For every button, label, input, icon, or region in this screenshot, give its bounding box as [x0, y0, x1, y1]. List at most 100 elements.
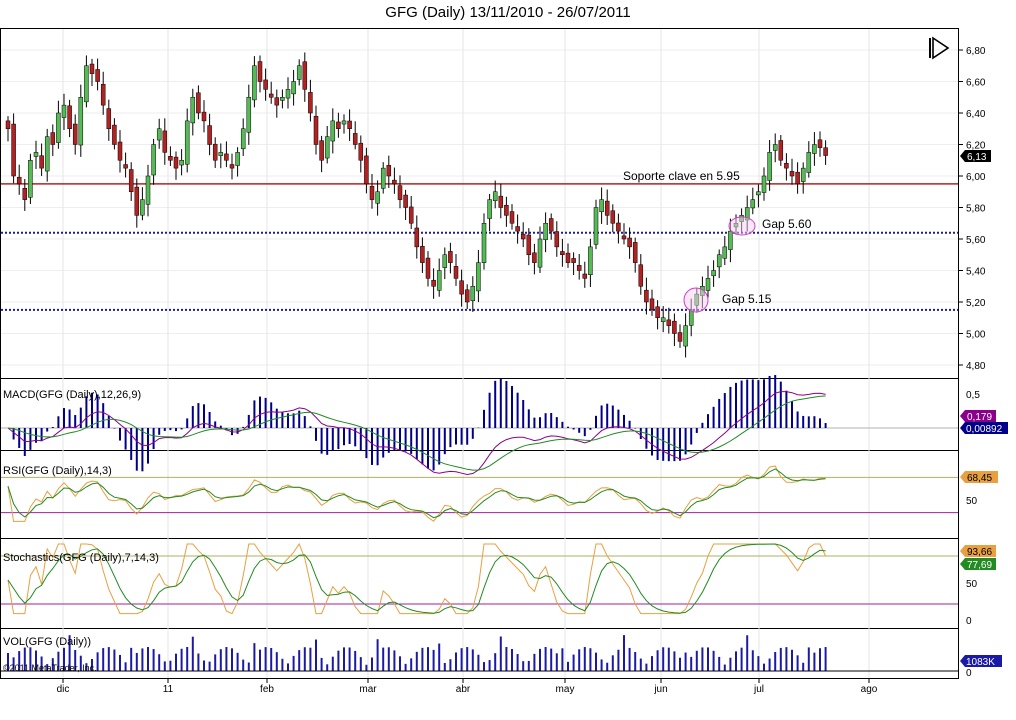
candle-body — [425, 257, 431, 279]
candle-body — [229, 164, 235, 169]
candle-body — [431, 279, 436, 287]
candle-body — [319, 140, 324, 161]
candle-body — [795, 171, 800, 185]
candle-body — [89, 63, 95, 74]
candle-body — [179, 160, 184, 166]
candle-body — [448, 251, 453, 263]
price-tick-label: 6,60 — [966, 78, 986, 89]
candle-body — [420, 245, 425, 263]
stoch-tick-50: 50 — [966, 579, 978, 590]
candle-body — [638, 264, 644, 287]
price-tick-label: 5,00 — [966, 330, 986, 341]
price-tick-label: 6,40 — [966, 109, 986, 120]
date-label: feb — [260, 684, 274, 695]
candle-body — [369, 186, 375, 200]
candle-body — [145, 175, 151, 205]
play-icon[interactable] — [929, 36, 950, 60]
candle-body — [728, 230, 733, 250]
candle-body — [644, 289, 649, 303]
candle-body — [123, 164, 128, 169]
candles — [5, 52, 828, 358]
stoch-k-line — [7, 542, 827, 615]
date-axis: dic 11 feb mar abr may jun jul ago — [57, 678, 878, 695]
stoch-tick-0: 0 — [966, 616, 972, 627]
candle-body — [543, 223, 548, 241]
candle-body — [784, 162, 789, 169]
price-last-badge: 6,13 — [960, 150, 991, 163]
candle-body — [352, 133, 358, 145]
candle-body — [117, 141, 123, 161]
candle-body — [201, 111, 207, 122]
candle-body — [560, 251, 565, 256]
candle-body — [436, 270, 442, 291]
candle-body — [414, 227, 420, 248]
candle-body — [28, 160, 33, 198]
candle-body — [112, 124, 117, 145]
candle-body — [375, 191, 380, 204]
candle-body — [509, 211, 515, 224]
volume-badge: 1083K — [960, 655, 1002, 668]
price-tick-label: 6,20 — [966, 141, 986, 152]
candle-body — [632, 242, 638, 263]
candle-body — [621, 235, 627, 240]
candle-body — [800, 167, 806, 182]
candle-body — [336, 121, 341, 130]
candle-body — [571, 258, 576, 263]
price-tick-label: 6,00 — [966, 172, 986, 183]
candle-body — [280, 97, 285, 101]
macd-label: MACD(GFG (Daily),12,26,9) — [3, 389, 141, 401]
candle-body — [761, 175, 767, 193]
candle-body — [16, 176, 22, 185]
stoch-badge-1: 93,66 — [960, 545, 996, 558]
candle-body — [672, 320, 677, 334]
candle-body — [196, 92, 201, 114]
rsi-signal-line — [7, 468, 826, 519]
svg-text:1083K: 1083K — [966, 657, 995, 668]
candle-body — [212, 143, 218, 161]
macd-signal-line — [7, 395, 826, 471]
candle-body — [705, 278, 711, 291]
price-tick-label: 5,20 — [966, 298, 986, 309]
candle-body — [5, 120, 11, 129]
rsi-line — [7, 465, 826, 522]
price-tick-label: 5,80 — [966, 204, 986, 215]
candle-body — [492, 191, 498, 202]
rsi-pane-frame — [0, 450, 959, 539]
candle-body — [50, 132, 56, 145]
candle-body — [156, 128, 162, 141]
candle-body — [565, 252, 571, 263]
rsi-tick: 50 — [966, 496, 978, 507]
candle-body — [11, 123, 16, 177]
candle-body — [358, 142, 364, 161]
candle-body — [778, 140, 784, 161]
candle-body — [576, 265, 582, 271]
candle-body — [56, 112, 61, 143]
candle-body — [487, 199, 492, 219]
grid — [1, 29, 958, 678]
svg-text:0,00892: 0,00892 — [966, 424, 1003, 435]
candle-body — [95, 69, 100, 82]
candle-body — [520, 233, 526, 240]
candle-body — [750, 199, 756, 209]
candle-body — [812, 144, 817, 154]
date-label: ago — [861, 684, 878, 695]
candle-body — [767, 152, 772, 181]
volume-tick-0: 0 — [966, 668, 972, 679]
candle-body — [453, 266, 459, 279]
candle-body — [235, 152, 240, 166]
candle-body — [403, 194, 408, 208]
candle-body — [593, 207, 599, 245]
macd-tick: 0,5 — [966, 390, 980, 401]
macd-pane-frame — [0, 378, 959, 451]
candle-body — [268, 93, 274, 98]
gap-5-60-label: Gap 5.60 — [762, 217, 812, 231]
candle-body — [263, 79, 268, 90]
date-label: jun — [653, 684, 667, 695]
support-label: Soporte clave en 5.95 — [623, 169, 740, 183]
candle-body — [616, 222, 621, 232]
svg-text:93,66: 93,66 — [967, 547, 992, 558]
candle-body — [162, 130, 168, 153]
candle-body — [464, 289, 470, 303]
candle-body — [296, 65, 302, 80]
